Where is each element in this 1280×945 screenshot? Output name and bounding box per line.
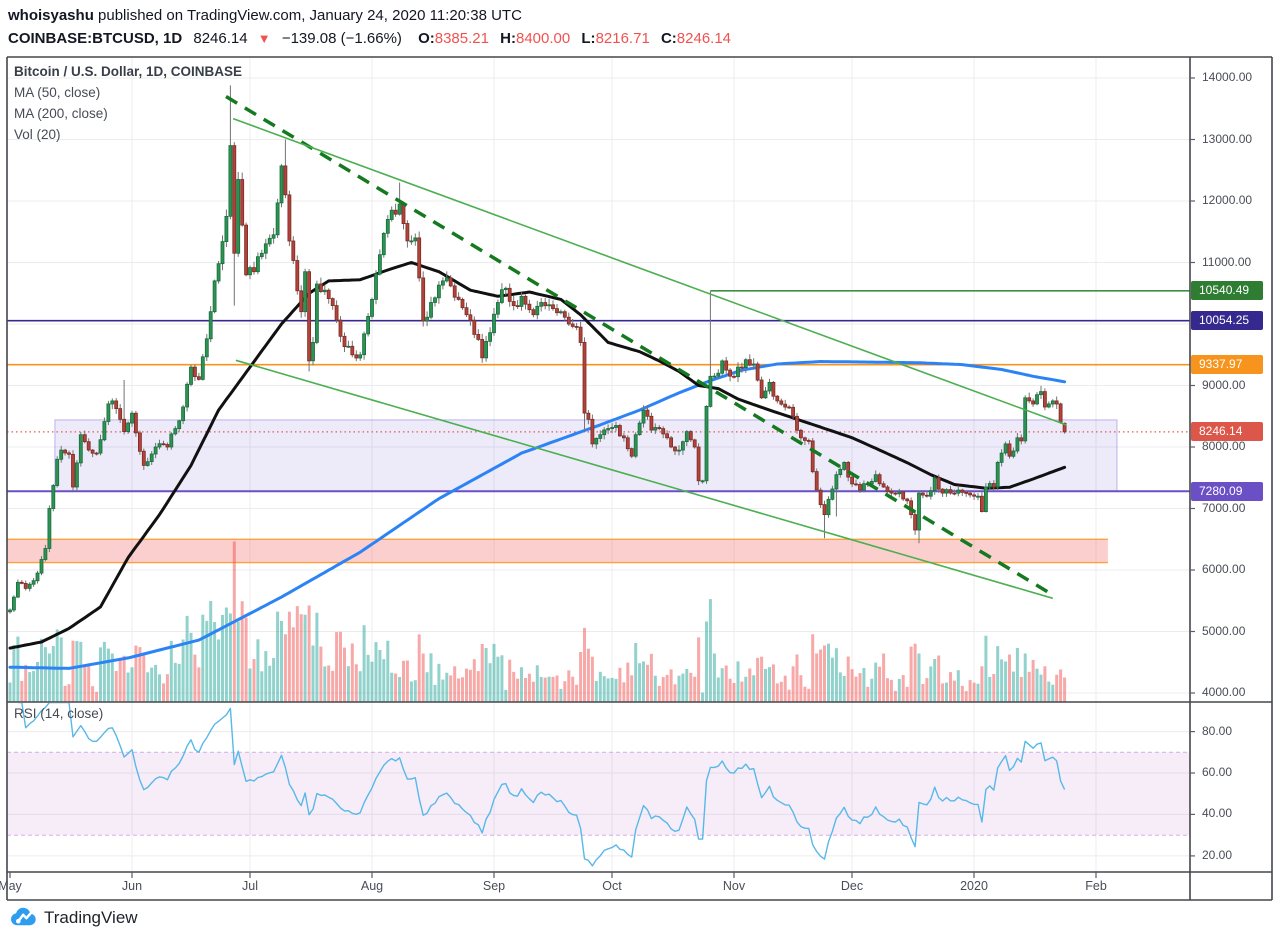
channel-upper [232, 117, 1067, 426]
author-name: whoisyashu [8, 7, 94, 24]
tradingview-logo[interactable]: TradingView [10, 906, 138, 929]
price-change: −139.08 (−1.66%) [281, 30, 402, 47]
tradingview-logo-icon [11, 907, 36, 926]
published-line: whoisyashu published on TradingView.com,… [8, 5, 731, 26]
published-text: published on TradingView.com, January 24… [93, 7, 522, 24]
rsi-band [7, 751, 1190, 836]
ma200-line [8, 360, 1067, 670]
ma50-line [8, 261, 1067, 650]
symbol-name: COINBASE:BTCUSD, 1D [8, 30, 183, 47]
price-axis[interactable] [1190, 57, 1272, 900]
down-arrow-icon: ▼ [257, 31, 271, 46]
low-value: 8216.71 [595, 30, 650, 47]
chart-frame [6, 56, 1273, 901]
time-axis[interactable] [7, 872, 1190, 900]
volume-series [8, 541, 1067, 702]
resistance-band [7, 539, 1108, 563]
low-label: L: [581, 30, 596, 47]
downtrend-dashed [225, 95, 1050, 594]
symbol-ohlc-line: COINBASE:BTCUSD, 1D 8246.14 ▼ −139.08 (−… [8, 28, 731, 49]
axis-tick-marks [9, 77, 1195, 878]
high-label: H: [500, 30, 516, 47]
rsi-series [17, 703, 1066, 867]
tradingview-logo-text: TradingView [44, 907, 138, 927]
channel-lower [235, 359, 1054, 600]
last-price: 8246.14 [193, 30, 248, 47]
snapshot-header: whoisyashu published on TradingView.com,… [8, 5, 731, 49]
trendlines [225, 95, 1067, 600]
high-value: 8400.00 [515, 30, 571, 47]
gridlines [7, 57, 1190, 872]
rsi-line [17, 703, 1066, 867]
close-label: C: [660, 30, 677, 47]
open-value: 8385.21 [434, 30, 489, 47]
candlestick-series [8, 85, 1067, 614]
close-value: 8246.14 [676, 30, 732, 47]
open-label: O: [418, 30, 435, 47]
